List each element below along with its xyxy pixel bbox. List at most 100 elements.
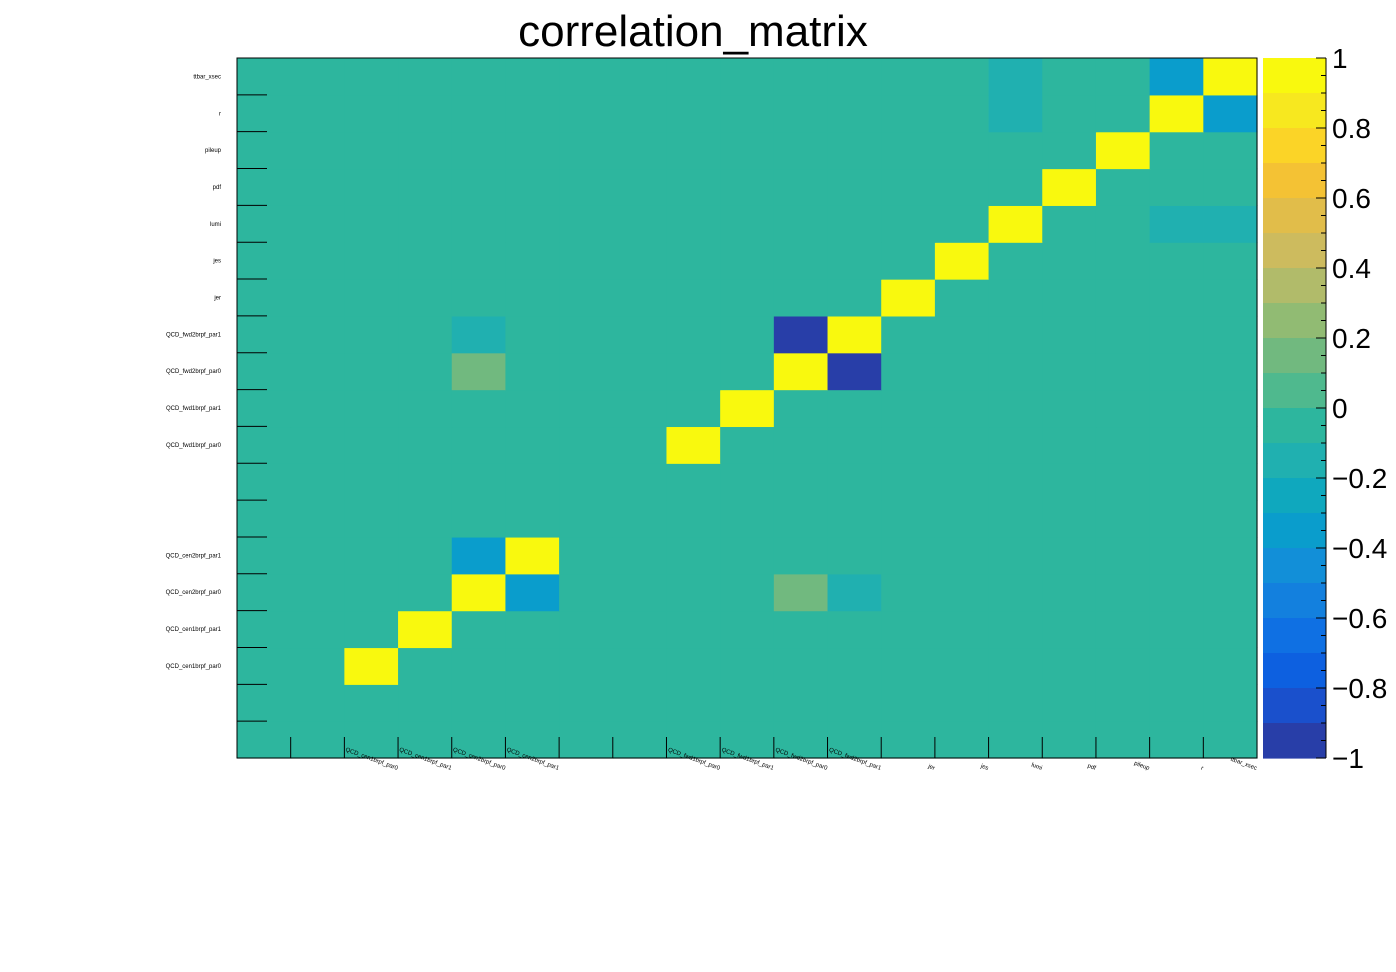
heatmap-cell — [290, 389, 345, 428]
heatmap-cell — [451, 536, 507, 575]
heatmap-cell — [720, 315, 775, 354]
heatmap-cell — [881, 94, 936, 133]
heatmap-cell — [988, 352, 1043, 391]
heatmap-cell — [988, 426, 1043, 464]
heatmap-cell — [1042, 58, 1097, 96]
heatmap-cell — [1203, 352, 1258, 391]
heatmap-cell — [720, 242, 775, 280]
heatmap-cell — [1042, 131, 1097, 170]
heatmap-cell — [881, 131, 936, 170]
heatmap-cell — [505, 610, 560, 649]
heatmap-cell — [505, 242, 560, 280]
heatmap-cell — [451, 500, 507, 538]
heatmap-cell — [612, 205, 668, 243]
heatmap-cell — [612, 463, 668, 501]
heatmap-cell — [773, 500, 829, 538]
color-scale-bar — [1263, 58, 1327, 759]
heatmap-cell — [344, 352, 399, 391]
heatmap-cell — [505, 463, 560, 501]
heatmap-cell — [237, 242, 292, 280]
heatmap-cell — [1095, 205, 1151, 243]
heatmap-cell — [881, 463, 936, 501]
heatmap-cell — [290, 94, 345, 133]
heatmap-cell — [827, 647, 882, 685]
heatmap-cell — [1203, 463, 1258, 501]
color-scale-labels: 1 0.8 0.6 0.4 0.2 0 −0.2 −0.4 −0.6 −0.8 −1 — [1316, 43, 1387, 774]
heatmap-cell — [1149, 721, 1204, 759]
heatmap-cell — [290, 463, 345, 501]
heatmap-cell — [1095, 315, 1151, 354]
heatmap-cell — [237, 352, 292, 391]
y-tick-label: jer — [213, 296, 221, 302]
heatmap-cell — [290, 131, 345, 170]
heatmap-cell — [773, 205, 829, 243]
heatmap-cell — [451, 426, 507, 464]
heatmap-cell — [827, 684, 882, 722]
y-tick-label: jes — [212, 259, 221, 265]
heatmap-cell — [827, 58, 882, 96]
heatmap-cell — [881, 279, 936, 317]
heatmap-cell — [1149, 463, 1204, 501]
heatmap-cell — [827, 205, 882, 243]
y-axis-tick-labels: QCD_cen1brpf_par0 QCD_cen1brpf_par1 QCD_ce… — [166, 74, 222, 670]
heatmap-cell — [237, 463, 292, 501]
heatmap-cell — [505, 647, 560, 685]
heatmap-cell — [827, 389, 882, 428]
heatmap-cell — [559, 242, 614, 280]
heatmap-cell — [1042, 721, 1097, 759]
heatmap-cell — [720, 279, 775, 317]
heatmap-cell — [612, 500, 668, 538]
heatmap-cell — [934, 205, 990, 243]
heatmap-cell — [827, 168, 882, 206]
heatmap-cell — [881, 721, 936, 759]
x-tick-label: r — [1200, 766, 1204, 772]
heatmap-cell — [881, 684, 936, 722]
heatmap-cell — [451, 610, 507, 649]
heatmap-cell — [988, 131, 1043, 170]
heatmap-cell — [344, 426, 399, 464]
heatmap-cell — [237, 610, 292, 649]
heatmap-cell — [773, 279, 829, 317]
heatmap-cell — [290, 573, 345, 612]
heatmap-cell — [827, 610, 882, 649]
heatmap-cell — [237, 721, 292, 759]
heatmap-cell — [773, 389, 829, 428]
heatmap-cell — [398, 242, 453, 280]
heatmap-cell — [720, 721, 775, 759]
heatmap-cell — [988, 463, 1043, 501]
heatmap-cell — [612, 647, 668, 685]
color-scale-swatch — [1263, 338, 1326, 374]
heatmap-cell — [720, 131, 775, 170]
x-tick-label: ttbar_xsec — [1229, 757, 1257, 772]
heatmap-cell — [559, 205, 614, 243]
heatmap-cell — [398, 389, 453, 428]
color-scale-swatch — [1263, 723, 1326, 759]
heatmap-cell — [881, 352, 936, 391]
color-scale-swatch — [1263, 653, 1326, 689]
heatmap-cell — [666, 168, 721, 206]
heatmap-cell — [666, 205, 721, 243]
y-tick-label: pdf — [213, 185, 222, 191]
heatmap-cell — [237, 131, 292, 170]
heatmap-cell — [505, 721, 560, 759]
heatmap-cell — [505, 684, 560, 722]
heatmap-cell — [827, 536, 882, 575]
heatmap-cell — [934, 58, 990, 96]
heatmap-cell — [720, 389, 775, 428]
heatmap-cell — [934, 94, 990, 133]
heatmap-cell — [612, 684, 668, 722]
color-scale-swatch — [1263, 233, 1326, 269]
heatmap-cell — [773, 463, 829, 501]
heatmap-cell — [1203, 573, 1258, 612]
heatmap-cell — [827, 315, 882, 354]
heatmap-cell — [666, 279, 721, 317]
color-scale-tick-label: 0.4 — [1332, 253, 1371, 284]
heatmap-cell — [827, 500, 882, 538]
heatmap-cell — [290, 721, 345, 759]
heatmap-cell — [559, 315, 614, 354]
heatmap-cell — [720, 573, 775, 612]
heatmap-cell — [612, 721, 668, 759]
heatmap-cell — [666, 426, 721, 464]
heatmap-cell — [237, 426, 292, 464]
